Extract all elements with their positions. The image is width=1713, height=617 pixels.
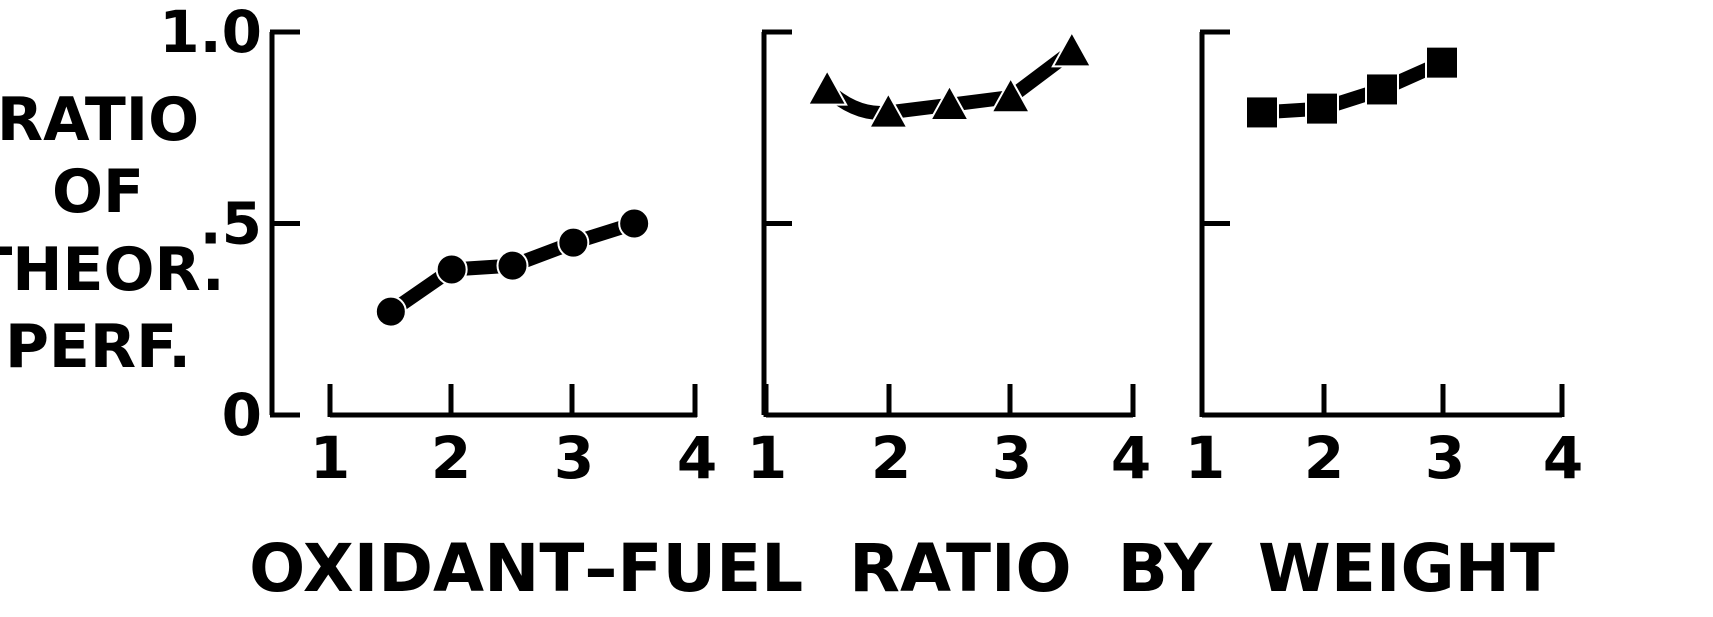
x-tick-label: 3 [554,424,594,492]
chart-panel-1: 1 2 3 4 [269,29,717,492]
chart-panel-2: 1 2 3 4 [747,29,1151,492]
y-tick-label: 1.0 [159,0,262,66]
x-tick-label: 1 [1185,424,1225,492]
x-tick-label: 1 [310,424,350,492]
x-tick-label: 4 [677,424,717,492]
data-point-triangle [1051,30,1093,68]
x-tick-label: 4 [1111,424,1151,492]
data-point-circle [557,226,590,259]
data-point-square [1305,91,1339,126]
data-point-circle [496,249,529,282]
data-point-triangle [867,91,910,129]
x-tick-label: 1 [747,424,787,492]
y-axis-label-line: PERF. [5,312,191,382]
data-point-square [1425,45,1459,80]
data-point-square [1365,72,1399,107]
data-point-circle [435,253,468,286]
y-tick-label: .5 [200,190,262,258]
y-axis-label-line: OF [52,157,144,227]
data-point-triangle [989,76,1032,114]
chart-panel-3: 1 2 3 4 [1185,29,1583,492]
x-tick-label: 3 [992,424,1032,492]
x-tick-label: 3 [1425,424,1465,492]
x-tick-label: 2 [1304,424,1344,492]
x-axis-label: OXIDANT–FUEL RATIO BY WEIGHT [249,530,1555,607]
y-axis-label-line: RATIO [0,85,199,155]
series-line [1261,56,1445,120]
x-tick-label: 2 [871,424,911,492]
data-point-square [1245,95,1279,130]
data-point-circle [374,295,407,328]
y-axis-label-line: THEOR. [0,235,225,305]
data-point-circle [618,207,651,240]
data-point-triangle [928,83,971,121]
y-tick-labels: 1.0 .5 0 [159,0,262,449]
x-tick-label: 2 [431,424,471,492]
y-tick-label: 0 [222,381,262,449]
x-tick-label: 4 [1543,424,1583,492]
data-point-triangle [806,68,848,106]
